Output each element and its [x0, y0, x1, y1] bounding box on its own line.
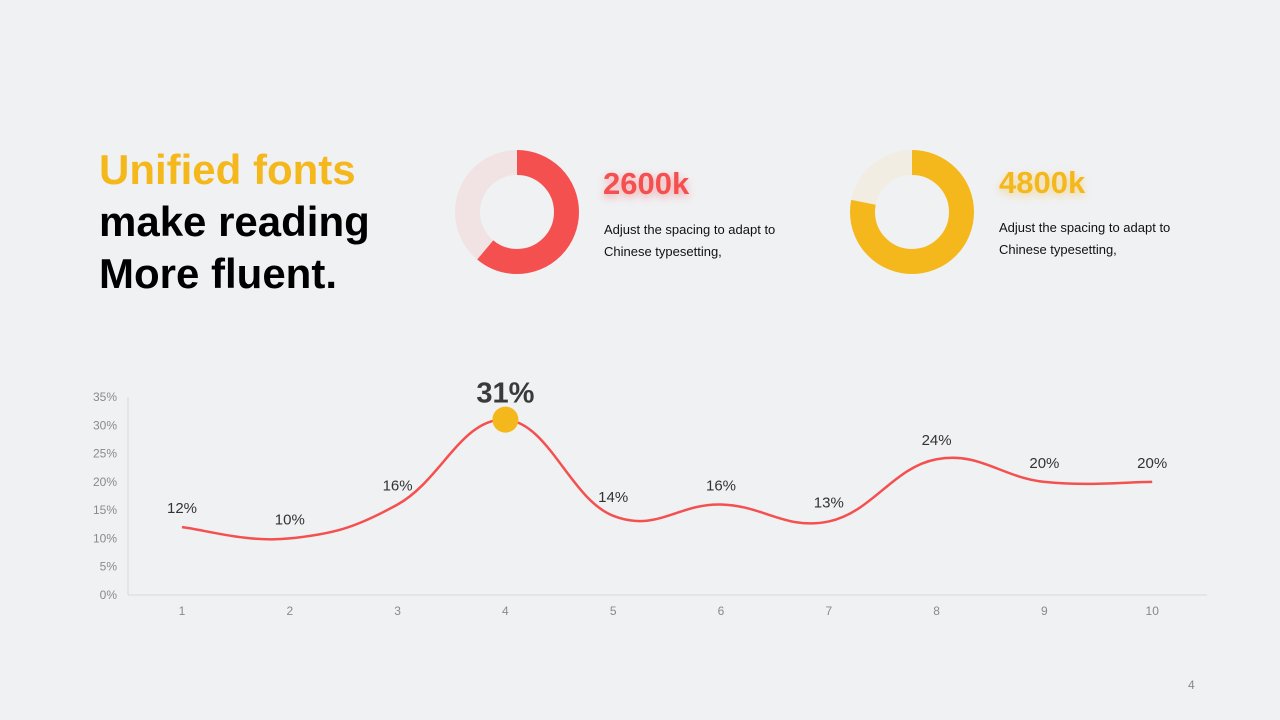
data-label: 14%: [598, 489, 628, 506]
page-number: 4: [1188, 678, 1195, 692]
x-tick-label: 10: [1146, 604, 1160, 618]
data-label: 20%: [1029, 455, 1059, 472]
headline-line-2: make reading: [99, 198, 370, 245]
donut-1-arc: [455, 150, 579, 274]
data-label: 10%: [275, 511, 305, 528]
x-tick-label: 8: [933, 604, 940, 618]
y-tick-label: 5%: [100, 560, 118, 574]
series-line: [181, 418, 1153, 541]
stat-2-description: Adjust the spacing to adapt to Chinese t…: [999, 220, 1171, 257]
x-tick-label: 7: [825, 604, 832, 618]
x-tick-label: 1: [179, 604, 186, 618]
data-label: 24%: [922, 432, 952, 449]
headline-line-accent: Unified fonts: [99, 146, 356, 193]
y-tick-label: 15%: [93, 503, 117, 517]
x-tick-label: 9: [1041, 604, 1048, 618]
highlight-point: [492, 406, 519, 433]
x-tick-label: 5: [610, 604, 617, 618]
data-label: 16%: [383, 477, 413, 494]
y-tick-label: 30%: [93, 418, 117, 432]
y-tick-label: 35%: [93, 390, 117, 404]
donut-2-arc: [850, 150, 974, 274]
stat-1-description: Adjust the spacing to adapt to Chinese t…: [604, 222, 776, 259]
stat-2-value: 4800k: [999, 165, 1086, 200]
line-chart: 0% 5% 10% 15% 20% 25% 30% 35% 1 2 3 4 5 6 7 8 9 10 12% 10% 1…: [93, 378, 1207, 618]
x-tick-label: 6: [718, 604, 725, 618]
x-tick-label: 2: [286, 604, 293, 618]
donut-chart-2: [850, 150, 974, 274]
data-label: 12%: [167, 500, 197, 517]
data-label: 16%: [706, 477, 736, 494]
data-label: 13%: [814, 494, 844, 511]
headline: Unified fonts make reading More fluent.: [99, 144, 370, 300]
headline-line-3: More fluent.: [99, 250, 337, 297]
y-tick-label: 20%: [93, 475, 117, 489]
highlight-data-label: 31%: [476, 378, 534, 410]
y-tick-label: 0%: [100, 588, 118, 602]
x-tick-label: 4: [502, 604, 509, 618]
y-tick-label: 10%: [93, 531, 117, 545]
data-label: 20%: [1137, 455, 1167, 472]
stat-1-value: 2600k: [603, 166, 690, 201]
y-tick-label: 25%: [93, 447, 117, 461]
x-tick-label: 3: [394, 604, 401, 618]
donut-chart-1: [455, 150, 579, 274]
